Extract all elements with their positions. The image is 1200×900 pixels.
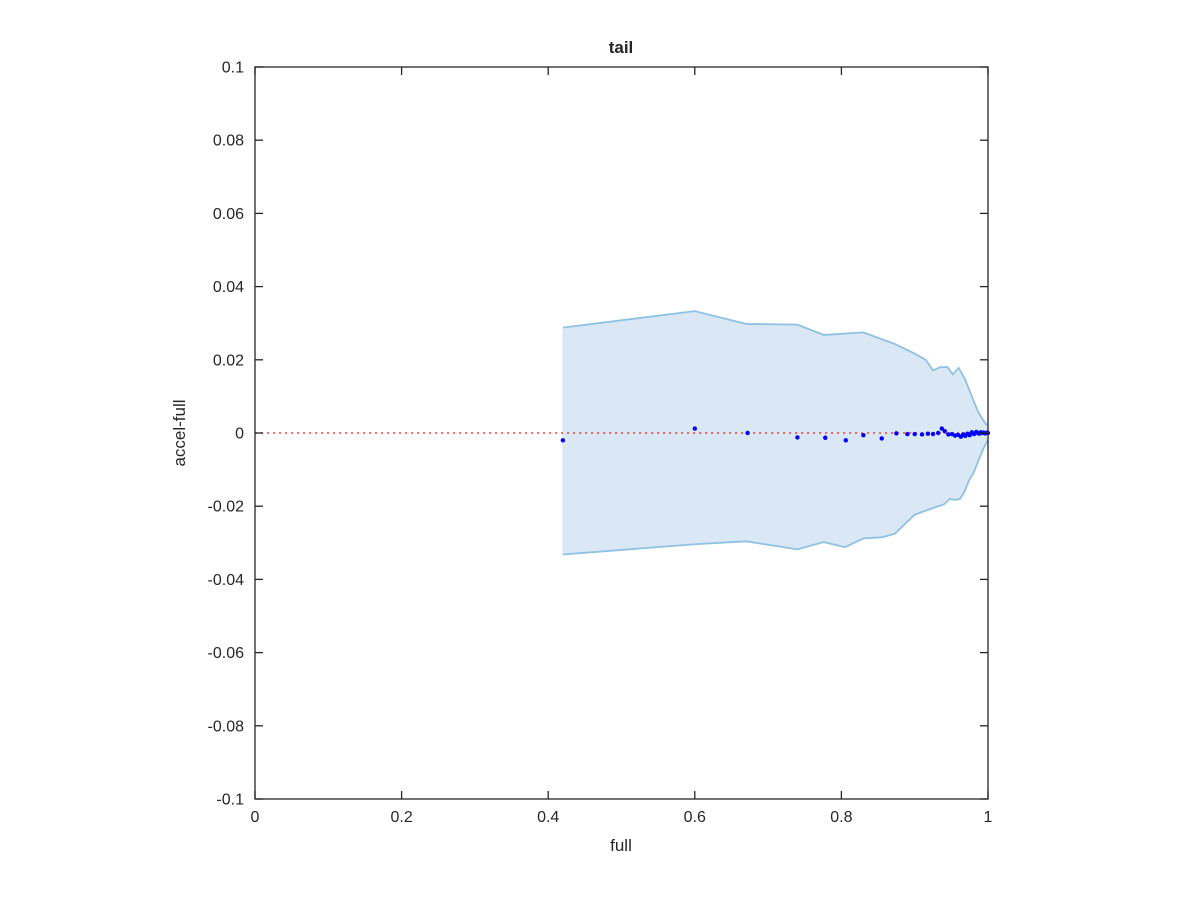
- band-fill: [562, 311, 988, 555]
- data-point: [912, 431, 917, 437]
- x-tick-label: 1: [984, 809, 993, 826]
- x-tick-label: 0.2: [390, 809, 412, 826]
- y-tick-label: 0: [235, 426, 244, 443]
- band-lower-edge: [562, 439, 989, 556]
- y-tick-label: -0.06: [208, 645, 245, 662]
- y-tick-label: 0.04: [213, 279, 244, 296]
- data-point: [560, 438, 566, 443]
- data-point: [946, 432, 951, 437]
- y-tick-label: 0.1: [222, 60, 244, 77]
- data-point: [843, 438, 848, 443]
- x-axis-label: full: [610, 836, 632, 855]
- axis-ticks: 0 0.2 0.4 0.6 0.8 1 -0.1 -0.08 -0.06 -0.04 -0.02 0 0…: [208, 60, 993, 827]
- data-point: [861, 433, 866, 438]
- y-tick-label: 0.08: [213, 133, 244, 150]
- confidence-band: [562, 310, 989, 556]
- y-tick-label: 0.02: [213, 352, 244, 369]
- data-point: [692, 426, 697, 431]
- x-tick-label: 0.8: [830, 809, 852, 826]
- data-point: [905, 431, 910, 437]
- data-point: [935, 430, 941, 436]
- x-tick-label: 0.4: [537, 809, 559, 826]
- data-point: [823, 435, 828, 440]
- y-axis-label: accel-full: [170, 399, 189, 466]
- data-point: [925, 431, 931, 436]
- data-point: [795, 435, 800, 440]
- data-point: [745, 430, 750, 436]
- data-point: [930, 431, 936, 437]
- data-point: [919, 432, 925, 437]
- data-point: [942, 428, 947, 434]
- x-tick-label: 0.6: [684, 809, 706, 826]
- y-tick-label: -0.04: [208, 572, 245, 589]
- data-point: [939, 426, 945, 431]
- y-tick-label: -0.02: [208, 499, 245, 516]
- chart-title: tail: [609, 38, 634, 57]
- band-upper-edge: [562, 310, 989, 427]
- data-point: [879, 436, 884, 441]
- y-tick-label: -0.08: [208, 718, 245, 735]
- data-point: [894, 431, 899, 436]
- x-tick-label: 0: [251, 809, 260, 826]
- y-tick-label: 0.06: [213, 206, 244, 223]
- y-tick-label: -0.1: [216, 792, 244, 809]
